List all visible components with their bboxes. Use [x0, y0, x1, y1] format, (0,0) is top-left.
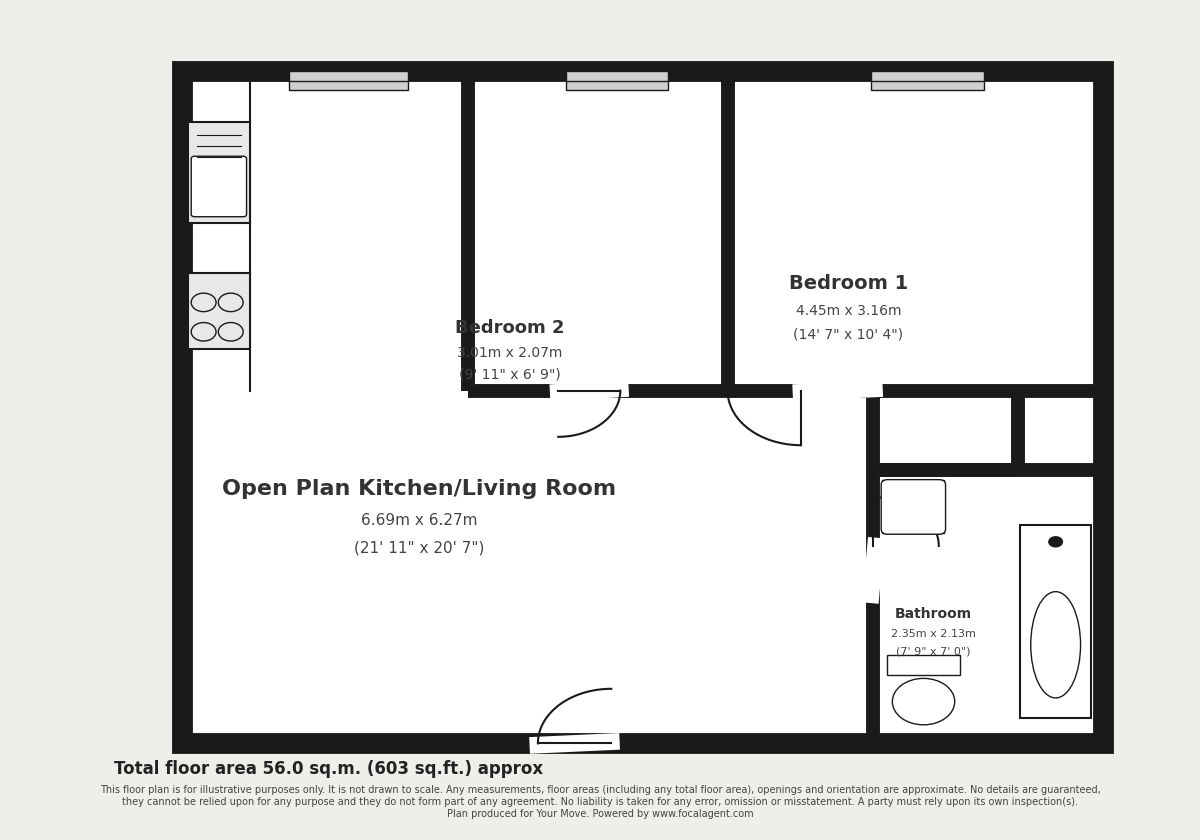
Bar: [566, 71, 667, 90]
Text: Open Plan Kitchen/Living Room: Open Plan Kitchen/Living Room: [222, 479, 617, 499]
Text: 2.35m x 2.13m: 2.35m x 2.13m: [890, 629, 976, 639]
Bar: [182, 71, 1103, 743]
Text: This floor plan is for illustrative purposes only. It is not drawn to scale. Any: This floor plan is for illustrative purp…: [100, 785, 1100, 819]
Text: Bedroom 1: Bedroom 1: [788, 274, 908, 292]
Text: (7' 9" x 7' 0"): (7' 9" x 7' 0"): [896, 646, 971, 656]
Bar: [188, 273, 250, 349]
Bar: [882, 480, 944, 533]
Text: Bathroom: Bathroom: [894, 607, 972, 621]
Text: Total floor area 56.0 sq.m. (603 sq.ft.) approx: Total floor area 56.0 sq.m. (603 sq.ft.)…: [114, 760, 544, 778]
Text: Bedroom 2: Bedroom 2: [455, 318, 564, 337]
Text: 3.01m x 2.07m: 3.01m x 2.07m: [457, 346, 563, 360]
FancyBboxPatch shape: [881, 480, 946, 534]
Circle shape: [1049, 537, 1062, 547]
Ellipse shape: [893, 679, 955, 725]
Bar: [289, 71, 408, 90]
Text: 4.45m x 3.16m: 4.45m x 3.16m: [796, 304, 901, 318]
Text: (9' 11" x 6' 9"): (9' 11" x 6' 9"): [458, 367, 560, 381]
Bar: [1020, 525, 1091, 718]
Bar: [887, 655, 960, 675]
Text: 6.69m x 6.27m: 6.69m x 6.27m: [361, 513, 478, 528]
Ellipse shape: [1031, 591, 1080, 698]
Bar: [188, 122, 250, 223]
Bar: [871, 71, 984, 90]
Text: (14' 7" x 10' 4"): (14' 7" x 10' 4"): [793, 328, 904, 341]
FancyBboxPatch shape: [191, 156, 246, 217]
Text: (21' 11" x 20' 7"): (21' 11" x 20' 7"): [354, 540, 485, 555]
